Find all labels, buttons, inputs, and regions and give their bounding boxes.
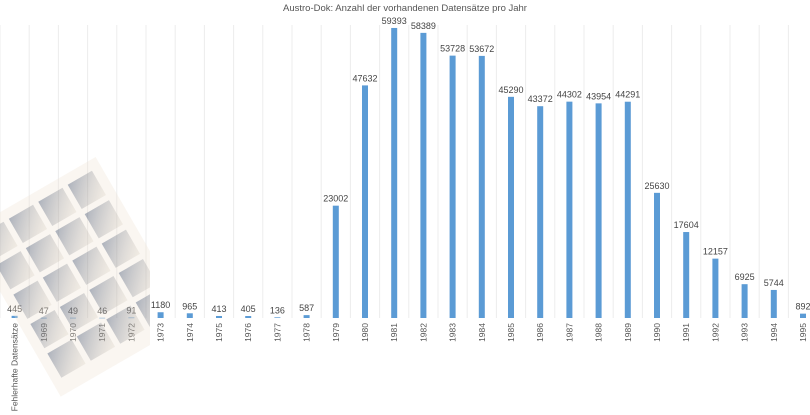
x-tick-label: 1993 bbox=[740, 323, 750, 342]
x-tick-label: 1980 bbox=[360, 323, 370, 342]
bar bbox=[683, 232, 690, 318]
bar bbox=[303, 315, 310, 318]
bar bbox=[332, 205, 339, 318]
bar bbox=[274, 317, 281, 318]
data-label: 47632 bbox=[352, 73, 377, 83]
x-tick-label: 1990 bbox=[652, 323, 662, 342]
bar bbox=[99, 317, 106, 319]
x-tick-label: 1985 bbox=[506, 323, 516, 342]
data-label: 49 bbox=[68, 306, 78, 316]
x-tick-label: 1976 bbox=[243, 323, 253, 342]
x-tick-label: 1972 bbox=[126, 323, 136, 342]
bar bbox=[70, 317, 76, 319]
data-label: 965 bbox=[182, 301, 197, 311]
data-label: 405 bbox=[241, 304, 256, 314]
bar bbox=[245, 316, 252, 318]
bar bbox=[537, 106, 544, 318]
bar bbox=[40, 317, 47, 319]
data-label: 1180 bbox=[151, 300, 170, 310]
data-label: 587 bbox=[299, 303, 314, 313]
x-tick-label: 1981 bbox=[389, 323, 399, 342]
data-label: 44302 bbox=[557, 90, 582, 100]
data-label: 6925 bbox=[735, 272, 755, 282]
data-label: 5744 bbox=[764, 278, 784, 288]
x-tick-label: 1987 bbox=[564, 323, 574, 342]
data-label: 12157 bbox=[703, 247, 728, 257]
bar bbox=[11, 315, 18, 318]
x-tick-label: 1986 bbox=[535, 323, 545, 342]
bar bbox=[391, 27, 398, 319]
bar bbox=[770, 289, 777, 318]
data-label: 413 bbox=[211, 304, 226, 314]
data-label: 23002 bbox=[323, 194, 348, 204]
x-tick-label: 1977 bbox=[272, 323, 282, 342]
bar bbox=[420, 32, 427, 318]
data-label: 47 bbox=[39, 306, 49, 316]
x-tick-label: 1983 bbox=[448, 323, 458, 342]
data-label: 136 bbox=[270, 305, 285, 315]
x-tick-labels: Fehlerhafte Datensätze 1969 1970 1971 1972 19… bbox=[10, 323, 808, 412]
data-label: 59393 bbox=[382, 16, 407, 26]
data-label: 45290 bbox=[498, 85, 523, 95]
bar bbox=[508, 96, 514, 318]
x-tick-label: 1982 bbox=[418, 323, 428, 342]
x-tick-label: 1988 bbox=[594, 323, 604, 342]
x-tick-label: 1992 bbox=[710, 323, 720, 342]
bar bbox=[566, 101, 573, 318]
data-label: 17604 bbox=[674, 220, 699, 230]
data-label: 43372 bbox=[528, 94, 553, 104]
x-tick-label: 1984 bbox=[477, 323, 487, 342]
x-tick-label: 1974 bbox=[185, 323, 195, 342]
chart-title: Austro-Dok: Anzahl der vorhandenen Daten… bbox=[283, 3, 527, 14]
bar bbox=[741, 284, 748, 318]
bar bbox=[449, 55, 456, 318]
x-tick-label: 1969 bbox=[39, 323, 49, 342]
data-label: 58389 bbox=[411, 21, 436, 31]
x-tick-label: 1970 bbox=[68, 323, 78, 342]
data-label: 445 bbox=[7, 304, 22, 314]
bar bbox=[157, 312, 164, 318]
data-label: 53672 bbox=[469, 44, 494, 54]
x-tick-label: 1989 bbox=[623, 323, 633, 342]
data-label: 46 bbox=[97, 306, 107, 316]
data-label: 25630 bbox=[644, 181, 669, 191]
bar bbox=[216, 315, 222, 318]
data-label: 91 bbox=[126, 306, 136, 316]
bar bbox=[654, 192, 660, 318]
bar bbox=[186, 313, 193, 318]
bar bbox=[624, 101, 631, 318]
bar bbox=[478, 55, 485, 318]
x-tick-label: 1975 bbox=[214, 323, 224, 342]
bar bbox=[128, 317, 135, 319]
data-label: 44291 bbox=[615, 90, 640, 100]
x-tick-label: 1995 bbox=[798, 323, 808, 342]
data-label: 53728 bbox=[440, 44, 465, 54]
x-tick-label: 1991 bbox=[681, 323, 691, 342]
x-tick-label: 1973 bbox=[156, 323, 166, 342]
bar bbox=[712, 258, 719, 318]
data-label: 892 bbox=[795, 302, 810, 312]
x-tick-label: 1979 bbox=[331, 323, 341, 342]
bars bbox=[11, 27, 806, 319]
data-label: 43954 bbox=[586, 91, 611, 101]
bar bbox=[800, 313, 806, 318]
x-tick-label: Fehlerhafte Datensätze bbox=[10, 323, 20, 412]
x-tick-label: 1994 bbox=[769, 323, 779, 342]
bar bbox=[595, 103, 602, 318]
x-tick-label: 1971 bbox=[97, 323, 107, 342]
bar bbox=[362, 85, 368, 318]
x-tick-label: 1978 bbox=[302, 323, 312, 342]
